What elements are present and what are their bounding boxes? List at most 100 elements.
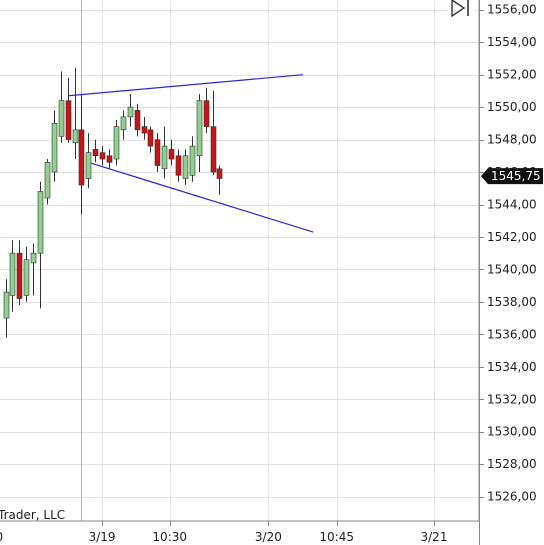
candle-body-down <box>141 126 148 134</box>
candle <box>23 246 30 302</box>
candle <box>196 94 203 173</box>
x-axis-labels: 0 3/19 10:30 3/20 10:45 3/21 <box>0 530 447 544</box>
y-tick-label: 1530,00 <box>487 425 537 439</box>
candle-body-down <box>78 129 85 186</box>
candle-body-down <box>134 110 141 131</box>
candle-body-down <box>65 100 72 140</box>
current-price-badge: 1545,75 <box>481 168 543 185</box>
plot-frame <box>0 0 480 522</box>
candle-body-up <box>30 252 37 264</box>
candle <box>65 77 72 143</box>
x-axis-ticks <box>102 521 435 526</box>
y-tick-label: 1554,00 <box>487 35 537 49</box>
y-tick-label: 1538,00 <box>487 295 537 309</box>
y-tick-label: 1552,00 <box>487 68 537 82</box>
candle <box>106 149 113 169</box>
candle <box>141 116 148 140</box>
candle-body-down <box>99 152 106 160</box>
candle <box>120 110 127 140</box>
candle-body-down <box>154 139 161 166</box>
candle-body-up <box>196 100 203 157</box>
candle <box>147 126 154 153</box>
y-tick-label: 1542,00 <box>487 230 537 244</box>
current-price-label: 1545,75 <box>491 169 541 183</box>
candle-body-down <box>210 126 217 173</box>
x-tick-label: 3/20 <box>255 530 282 544</box>
x-tick-label: 3/19 <box>89 530 116 544</box>
watermark-text: Trader, LLC <box>0 508 65 522</box>
candle-body-up <box>23 259 30 296</box>
candle-body-up <box>120 116 127 131</box>
candle-body-down <box>147 129 154 147</box>
candle-body-up <box>9 252 16 296</box>
candle-body-up <box>37 191 44 254</box>
y-tick-label: 1526,00 <box>487 490 537 504</box>
candle <box>182 149 189 186</box>
y-tick-label: 1556,00 <box>487 3 537 17</box>
candle-body-down <box>106 155 113 163</box>
candle-body-up <box>161 145 168 170</box>
current-price-badge-shape <box>481 168 543 185</box>
candle-body-up <box>127 106 134 118</box>
candle <box>58 71 65 143</box>
y-axis-labels: 1526,00 1528,00 1530,00 1532,00 1534,00 1536,… <box>479 3 537 504</box>
candle <box>72 68 79 160</box>
candle-body-down <box>175 155 182 176</box>
candle <box>161 126 168 179</box>
candle-body-up <box>189 145 196 176</box>
candle-body-down <box>92 149 99 157</box>
candle <box>37 181 44 309</box>
candle <box>175 149 182 182</box>
chart-grid <box>0 0 479 521</box>
trendline-upper <box>68 74 303 97</box>
candle-body-up <box>72 129 79 144</box>
candle-body-down <box>203 100 210 127</box>
candle-body-up <box>182 155 189 179</box>
x-tick-label: 3/21 <box>421 530 448 544</box>
candle <box>134 103 141 137</box>
candle-body-up <box>113 126 120 160</box>
play-icon[interactable] <box>451 0 466 18</box>
y-tick-label: 1532,00 <box>487 392 537 406</box>
candle-body-up <box>3 291 10 319</box>
candle <box>210 90 217 176</box>
trendlines <box>68 74 314 233</box>
y-tick-label: 1536,00 <box>487 327 537 341</box>
candle <box>44 159 51 205</box>
candle-body-down <box>16 252 23 299</box>
scroll-to-end-button[interactable] <box>448 0 474 18</box>
candle <box>92 139 99 163</box>
candle <box>154 133 161 173</box>
candle <box>3 279 10 338</box>
y-tick-label: 1528,00 <box>487 457 537 471</box>
candle <box>30 243 37 296</box>
candle-body-up <box>58 100 65 137</box>
y-tick-label: 1544,00 <box>487 198 537 212</box>
candle <box>78 94 85 215</box>
y-tick-label: 1534,00 <box>487 360 537 374</box>
y-tick-label: 1550,00 <box>487 100 537 114</box>
trendline-lower <box>88 161 314 233</box>
candle-body-up <box>85 152 92 179</box>
candle <box>9 240 16 312</box>
candle <box>189 136 196 182</box>
x-tick-label: 10:45 <box>319 530 354 544</box>
candle-body-up <box>51 123 58 173</box>
candle <box>168 139 175 166</box>
candle <box>113 120 120 166</box>
candle <box>203 87 210 134</box>
candle <box>16 240 23 306</box>
candle-body-down <box>168 149 175 160</box>
candle <box>216 165 223 195</box>
candle <box>99 146 106 166</box>
candle-body-up <box>44 162 51 199</box>
y-tick-label: 1548,00 <box>487 133 537 147</box>
y-tick-label: 1540,00 <box>487 262 537 276</box>
candle <box>85 133 92 189</box>
candle <box>51 110 58 182</box>
candle-body-down <box>216 168 223 179</box>
candlesticks <box>3 68 223 338</box>
candle <box>127 94 134 127</box>
x-tick-label: 0 <box>0 530 3 544</box>
